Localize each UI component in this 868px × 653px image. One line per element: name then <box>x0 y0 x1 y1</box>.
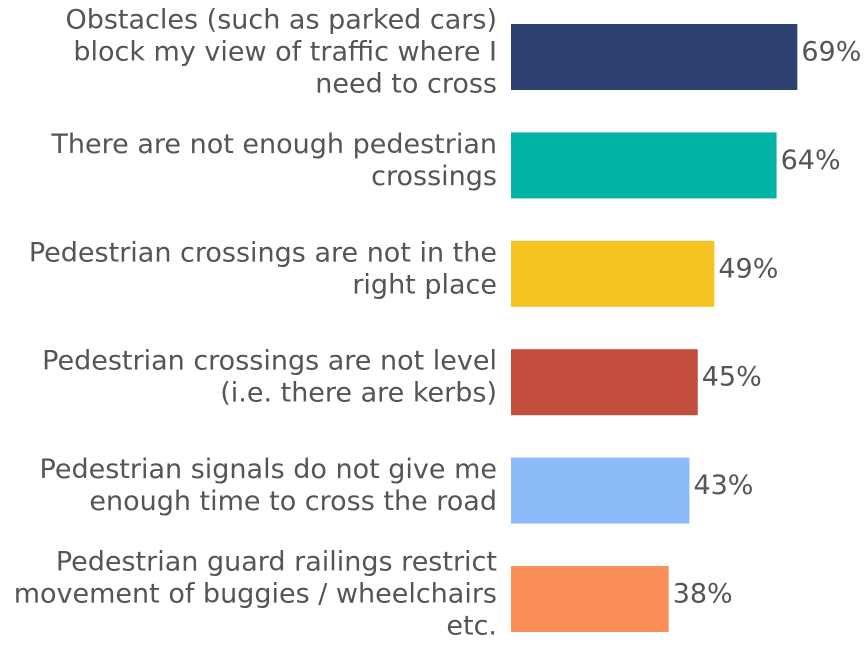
bar <box>511 240 715 307</box>
value-label: 64% <box>781 145 841 176</box>
value-label: 38% <box>673 579 733 610</box>
category-label: need to cross <box>315 69 497 100</box>
category-label: Pedestrian guard railings restrict <box>56 547 497 578</box>
category-label: (i.e. there are kerbs) <box>220 378 497 409</box>
bar <box>511 132 777 199</box>
bar <box>511 457 690 524</box>
bar <box>511 349 698 416</box>
bar <box>511 566 669 632</box>
category-label: Pedestrian signals do not give me <box>40 454 497 485</box>
category-label: Obstacles (such as parked cars) <box>65 5 497 36</box>
category-label: Pedestrian crossings are not in the <box>29 237 497 268</box>
category-label: etc. <box>446 611 497 642</box>
bar <box>511 24 798 90</box>
value-label: 43% <box>693 470 753 501</box>
category-label: crossings <box>371 161 497 192</box>
category-label: movement of buggies / wheelchairs <box>14 579 497 610</box>
category-label: right place <box>352 269 497 300</box>
value-label: 45% <box>702 362 762 393</box>
value-label: 49% <box>718 253 778 284</box>
category-label: Pedestrian crossings are not level <box>42 346 497 377</box>
value-label: 69% <box>801 37 861 68</box>
category-label: There are not enough pedestrian <box>50 129 497 160</box>
category-label: block my view of traffic where I <box>73 37 497 68</box>
category-label: enough time to cross the road <box>89 486 497 517</box>
